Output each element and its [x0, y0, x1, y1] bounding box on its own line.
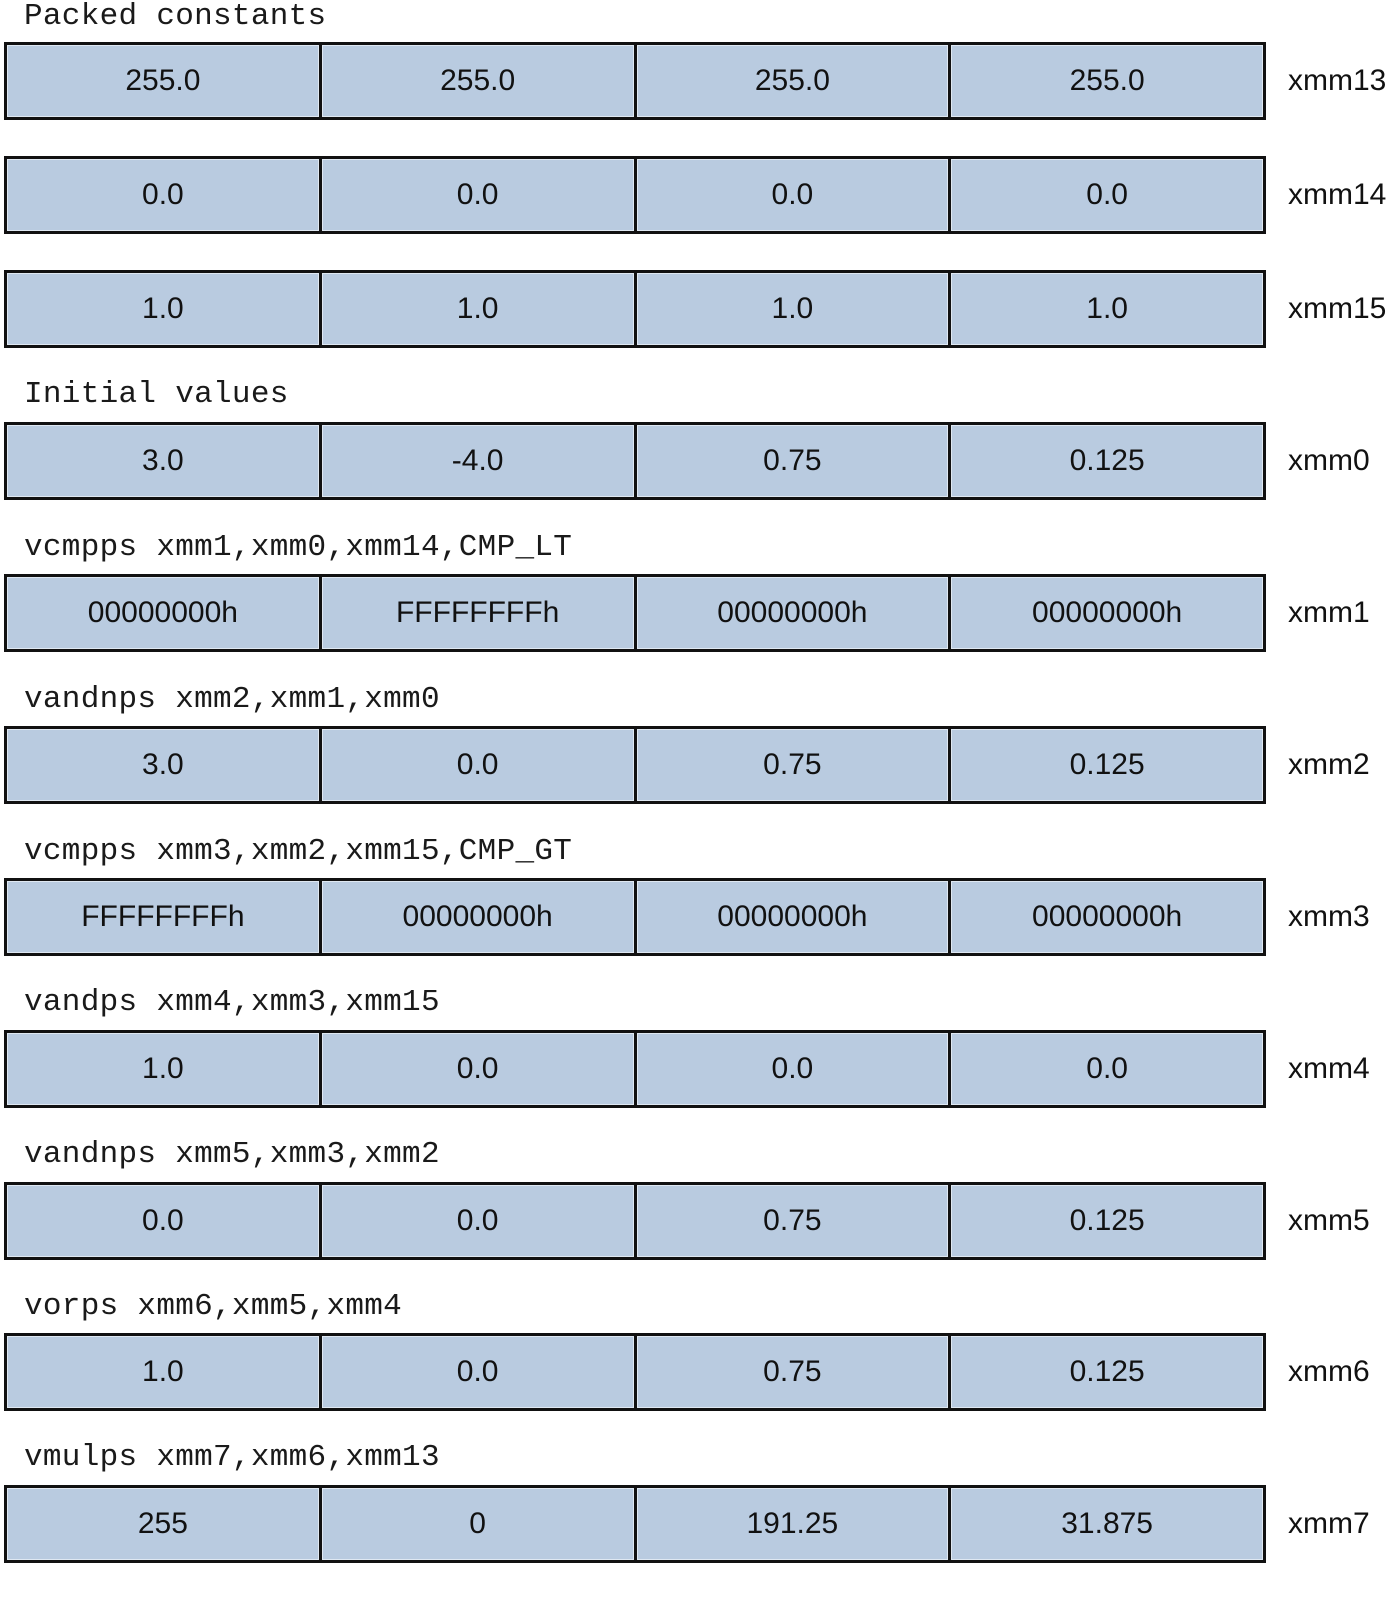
lane-0: 1.0 [948, 273, 1263, 345]
lane-2: 255.0 [318, 45, 634, 117]
lane-3: 255.0 [7, 45, 319, 117]
lane-2: 1.0 [318, 273, 634, 345]
register-name-xmm0: xmm0 [1288, 444, 1370, 477]
register-name-xmm14: xmm14 [1288, 178, 1387, 211]
register-xmm4-lanes: 1.0 0.0 0.0 0.0 [4, 1030, 1266, 1108]
instruction-caption: vcmpps xmm1,xmm0,xmm14,CMP_LT [24, 530, 573, 565]
lane-2: 0.0 [318, 729, 634, 801]
lane-2: 00000000h [318, 881, 634, 953]
lane-3: 00000000h [7, 577, 319, 649]
lane-0: 31.875 [948, 1488, 1263, 1560]
instruction-caption: vandps xmm4,xmm3,xmm15 [24, 985, 440, 1020]
lane-0: 0.0 [948, 159, 1263, 231]
instruction-caption: vandnps xmm2,xmm1,xmm0 [24, 682, 440, 717]
register-xmm1-lanes: 00000000h FFFFFFFFh 00000000h 00000000h [4, 574, 1266, 652]
lane-0: 0.0 [948, 1033, 1263, 1105]
lane-3: 0.0 [7, 159, 319, 231]
register-xmm5-lanes: 0.0 0.0 0.75 0.125 [4, 1182, 1266, 1260]
lane-1: 255.0 [633, 45, 949, 117]
lane-2: 0.0 [318, 1185, 634, 1257]
lane-1: 0.75 [633, 1336, 949, 1408]
lane-1: 0.0 [633, 159, 949, 231]
register-xmm15-lanes: 1.0 1.0 1.0 1.0 [4, 270, 1266, 348]
lane-2: -4.0 [318, 425, 634, 497]
register-xmm0-lanes: 3.0 -4.0 0.75 0.125 [4, 422, 1266, 500]
register-xmm3-lanes: FFFFFFFFh 00000000h 00000000h 00000000h [4, 878, 1266, 956]
lane-3: 255 [7, 1488, 319, 1560]
register-name-xmm15: xmm15 [1288, 292, 1387, 325]
register-xmm13-lanes: 255.0 255.0 255.0 255.0 [4, 42, 1266, 120]
lane-0: 255.0 [948, 45, 1263, 117]
register-name-xmm4: xmm4 [1288, 1052, 1370, 1085]
register-name-xmm2: xmm2 [1288, 748, 1370, 781]
lane-1: 1.0 [633, 273, 949, 345]
lane-2: 0.0 [318, 1336, 634, 1408]
lane-1: 00000000h [633, 881, 949, 953]
lane-1: 191.25 [633, 1488, 949, 1560]
lane-2: 0.0 [318, 1033, 634, 1105]
register-name-xmm6: xmm6 [1288, 1355, 1370, 1388]
register-name-xmm1: xmm1 [1288, 596, 1370, 629]
lane-3: 1.0 [7, 1336, 319, 1408]
lane-0: 0.125 [948, 1336, 1263, 1408]
lane-2: 0.0 [318, 159, 634, 231]
lane-1: 0.75 [633, 425, 949, 497]
lane-0: 00000000h [948, 881, 1263, 953]
lane-1: 0.75 [633, 729, 949, 801]
lane-0: 00000000h [948, 577, 1263, 649]
instruction-caption: vcmpps xmm3,xmm2,xmm15,CMP_GT [24, 834, 573, 869]
lane-2: 0 [318, 1488, 634, 1560]
register-name-xmm13: xmm13 [1288, 64, 1387, 97]
lane-2: FFFFFFFFh [318, 577, 634, 649]
register-name-xmm5: xmm5 [1288, 1204, 1370, 1237]
lane-0: 0.125 [948, 729, 1263, 801]
register-name-xmm3: xmm3 [1288, 900, 1370, 933]
instruction-caption: vorps xmm6,xmm5,xmm4 [24, 1289, 403, 1324]
register-xmm7-lanes: 255 0 191.25 31.875 [4, 1485, 1266, 1563]
section-title-initial-values: Initial values [24, 377, 289, 412]
register-xmm2-lanes: 3.0 0.0 0.75 0.125 [4, 726, 1266, 804]
instruction-caption: vandnps xmm5,xmm3,xmm2 [24, 1137, 440, 1172]
lane-0: 0.125 [948, 1185, 1263, 1257]
lane-3: FFFFFFFFh [7, 881, 319, 953]
lane-1: 0.0 [633, 1033, 949, 1105]
lane-3: 1.0 [7, 1033, 319, 1105]
register-xmm6-lanes: 1.0 0.0 0.75 0.125 [4, 1333, 1266, 1411]
lane-3: 3.0 [7, 425, 319, 497]
lane-1: 00000000h [633, 577, 949, 649]
lane-3: 1.0 [7, 273, 319, 345]
instruction-caption: vmulps xmm7,xmm6,xmm13 [24, 1440, 440, 1475]
lane-1: 0.75 [633, 1185, 949, 1257]
lane-3: 0.0 [7, 1185, 319, 1257]
lane-0: 0.125 [948, 425, 1263, 497]
section-title-packed-constants: Packed constants [24, 0, 327, 34]
lane-3: 3.0 [7, 729, 319, 801]
register-xmm14-lanes: 0.0 0.0 0.0 0.0 [4, 156, 1266, 234]
register-name-xmm7: xmm7 [1288, 1507, 1370, 1540]
